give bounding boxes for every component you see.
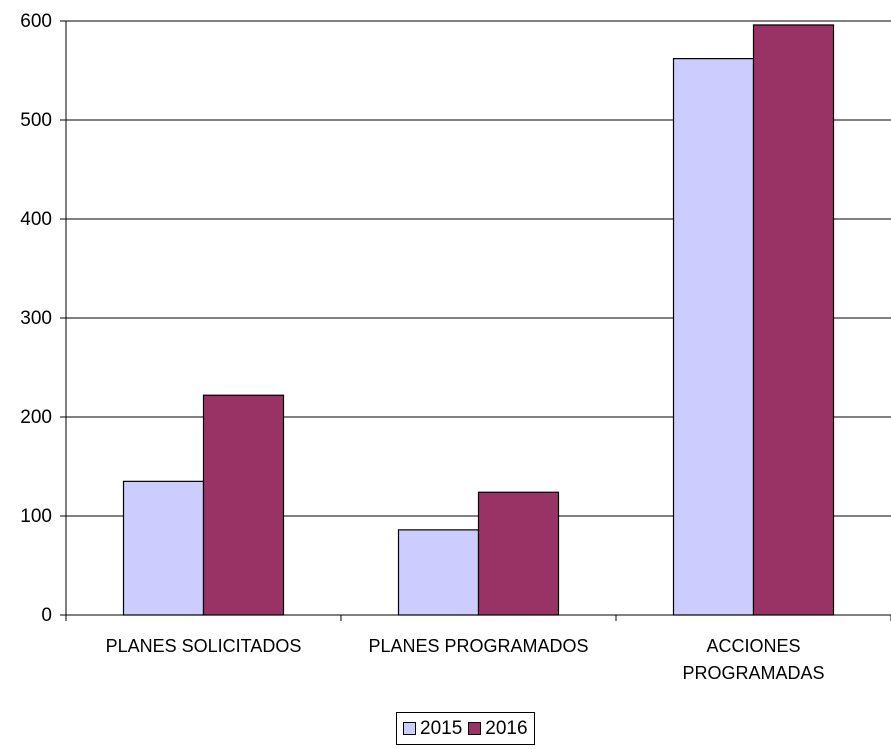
y-tick-label: 500	[20, 110, 52, 131]
legend-swatch-2016	[468, 722, 482, 735]
y-tick-label: 400	[20, 209, 52, 230]
y-tick-label: 100	[20, 506, 52, 527]
bar-2015	[397, 529, 480, 616]
bar-2015	[672, 58, 755, 616]
bar-2016	[752, 24, 835, 616]
y-tick-label: 200	[20, 407, 52, 428]
legend-item-2015: 2015	[403, 718, 462, 740]
y-tick-label: 0	[41, 605, 52, 626]
y-tick-label: 600	[20, 11, 52, 32]
x-category-label: PROGRAMADAS	[682, 663, 824, 683]
axis-labels: 0 100 200 300 400 500 600 PLANES SOLICITADOS PLA…	[20, 11, 824, 683]
bar-2015	[122, 480, 205, 616]
bar-2016	[477, 491, 560, 616]
x-category-label: PLANES SOLICITADOS	[106, 636, 302, 656]
x-category-label: PLANES PROGRAMADOS	[368, 636, 588, 656]
legend-label-2016: 2016	[485, 717, 528, 739]
legend: 2015 2016	[396, 712, 535, 745]
bars	[122, 24, 835, 616]
legend-item-2016: 2016	[468, 717, 528, 740]
bar-2016	[202, 394, 285, 616]
legend-label-2015: 2015	[420, 717, 463, 739]
legend-swatch-2015	[403, 722, 416, 735]
x-category-label: ACCIONES	[706, 636, 800, 656]
axes	[60, 20, 891, 621]
y-tick-label: 300	[20, 308, 52, 329]
